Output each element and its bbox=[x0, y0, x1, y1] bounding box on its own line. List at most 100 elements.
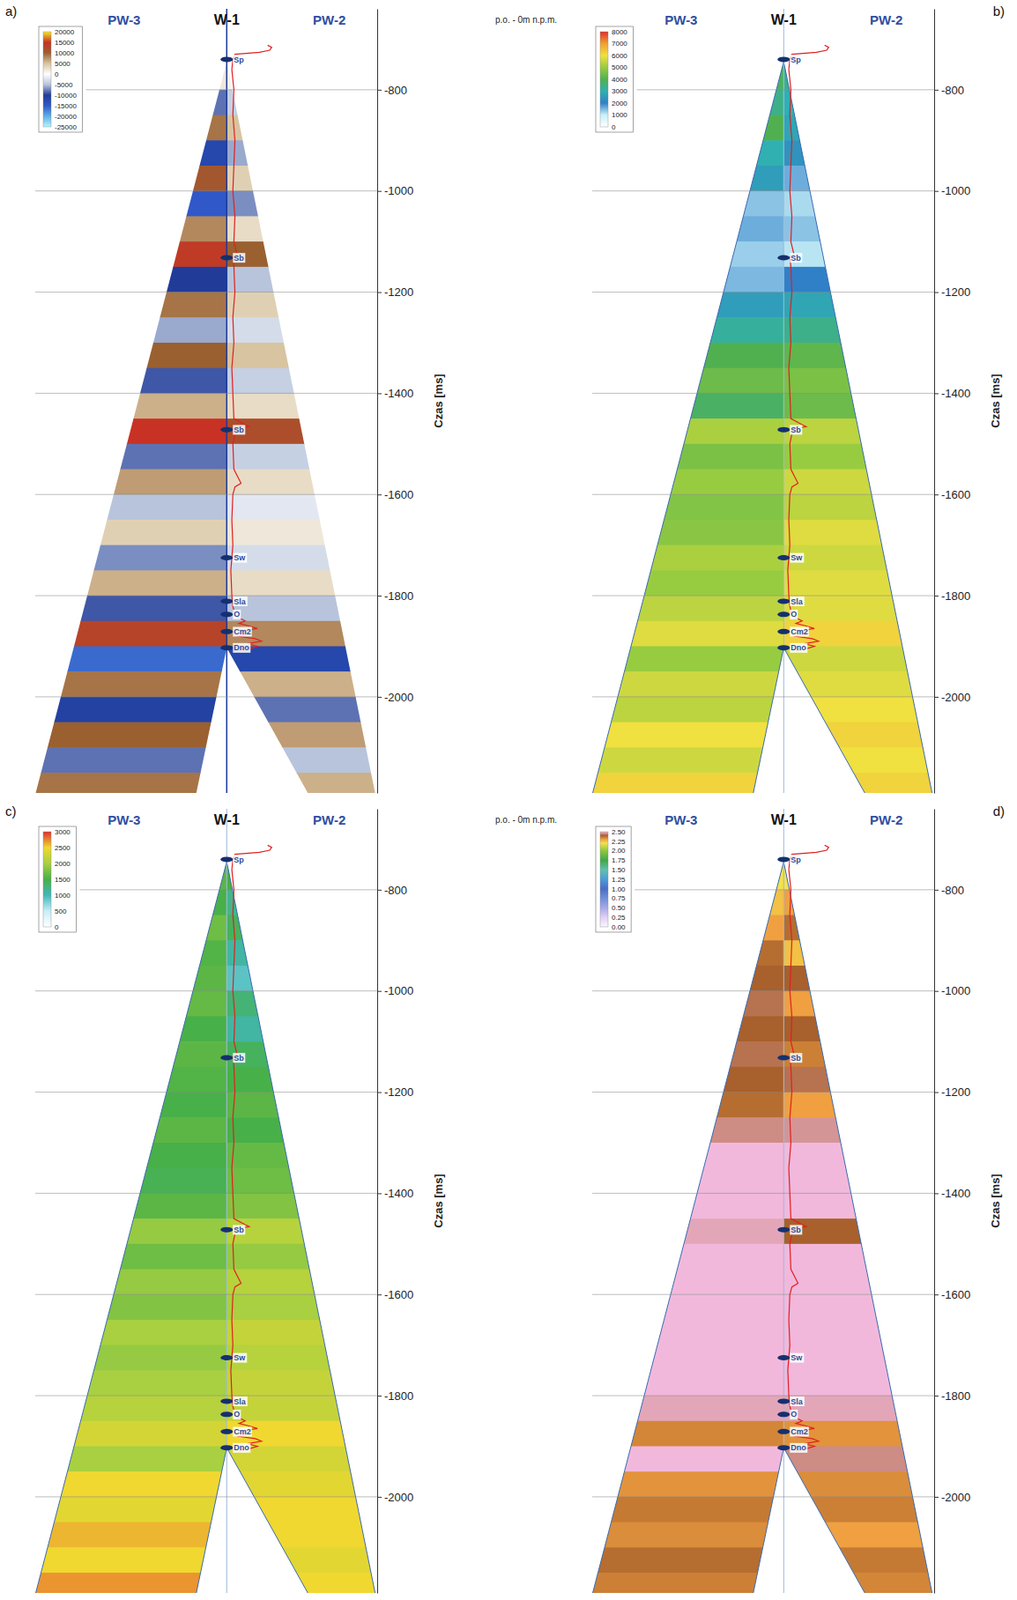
panel: 2.502.252.001.751.501.251.000.750.500.25… bbox=[592, 803, 1005, 1599]
y-tick-label: -800 bbox=[941, 83, 965, 97]
cell-left bbox=[35, 444, 227, 470]
y-tick: -1400 bbox=[934, 386, 971, 401]
horizon-label: Cm2 bbox=[233, 627, 252, 637]
horizon-marker bbox=[777, 1445, 790, 1451]
grid-line bbox=[634, 889, 935, 891]
horizon-label-group: Sp bbox=[789, 54, 802, 65]
colorbar-label: 2000 bbox=[54, 860, 71, 869]
well-name: W-1 bbox=[214, 812, 240, 828]
y-axis-line bbox=[934, 9, 936, 795]
horizon-label-group: Cm2 bbox=[789, 1426, 810, 1437]
y-tick-mark bbox=[934, 991, 939, 993]
cell-left bbox=[35, 342, 227, 369]
horizon-label: Sw bbox=[790, 1353, 803, 1363]
curve-area bbox=[220, 845, 272, 1452]
horizon-marker bbox=[777, 255, 790, 261]
y-tick: -1800 bbox=[377, 1389, 414, 1404]
cell-left bbox=[592, 1446, 784, 1472]
colorbar-label: -20000 bbox=[54, 112, 77, 121]
horizon-marker bbox=[777, 856, 790, 862]
colorbar-label: 4000 bbox=[611, 75, 628, 84]
coverage-outline bbox=[35, 861, 376, 1594]
colorbar-strip bbox=[43, 831, 52, 928]
cell-right bbox=[783, 393, 935, 419]
curve-area bbox=[777, 44, 829, 652]
horizon-label-group: Cm2 bbox=[789, 626, 810, 637]
horizon-label-patch bbox=[232, 1224, 245, 1235]
plot-area bbox=[592, 8, 935, 794]
cell-left bbox=[35, 1067, 227, 1093]
cell-right bbox=[226, 1092, 378, 1119]
y-tick-label: -1000 bbox=[941, 184, 971, 198]
cell-left bbox=[35, 1497, 227, 1523]
cell-left bbox=[35, 1016, 227, 1042]
horizon-label: Sla bbox=[233, 1397, 247, 1407]
cell-left bbox=[35, 1547, 227, 1574]
cell-right bbox=[783, 1547, 935, 1574]
cell-left bbox=[592, 368, 784, 394]
y-tick: -1600 bbox=[377, 488, 414, 502]
cell-right bbox=[226, 115, 378, 142]
horizon-label: Sla bbox=[233, 597, 247, 607]
y-tick-mark bbox=[934, 1395, 939, 1397]
grid-line bbox=[35, 1395, 378, 1397]
y-axis: -2000-1800-1600-1400-1200-1000-800 bbox=[934, 9, 971, 795]
cell-right bbox=[226, 241, 378, 268]
y-tick-mark bbox=[934, 1193, 939, 1195]
cell-right bbox=[783, 215, 935, 242]
y-tick: -1400 bbox=[934, 1187, 971, 1201]
grid-line bbox=[35, 1193, 378, 1195]
y-tick-mark bbox=[934, 595, 939, 597]
cell-right bbox=[226, 89, 378, 116]
curve-area bbox=[220, 44, 272, 652]
cell-right bbox=[783, 368, 935, 394]
cell-right bbox=[226, 342, 378, 369]
colorbar: 2.502.252.001.751.501.251.000.750.500.25… bbox=[595, 826, 631, 933]
colorbar-label: 1.00 bbox=[611, 885, 626, 894]
colorbar-label: 3000 bbox=[611, 87, 628, 96]
colorbar-label: 2.25 bbox=[611, 838, 626, 847]
well-line bbox=[783, 8, 785, 794]
cell-left bbox=[35, 1193, 227, 1219]
well-name: PW-3 bbox=[664, 12, 698, 28]
horizon-marker bbox=[777, 629, 790, 635]
y-axis-title: Czas [ms] bbox=[988, 373, 1003, 428]
grid-line bbox=[35, 494, 378, 496]
y-tick-label: -1200 bbox=[384, 1085, 414, 1099]
cell-right bbox=[226, 772, 378, 794]
cell-right bbox=[783, 64, 935, 90]
cell-right bbox=[226, 1547, 378, 1574]
y-tick-mark bbox=[377, 1294, 382, 1296]
cell-left bbox=[35, 1244, 227, 1270]
horizon-marker bbox=[220, 255, 233, 261]
cell-right bbox=[226, 545, 378, 572]
cell-right bbox=[226, 1345, 378, 1372]
horizon-label: O bbox=[233, 609, 240, 619]
plot-area bbox=[35, 809, 378, 1594]
horizon-label-group: Sla bbox=[232, 596, 248, 607]
y-tick-mark bbox=[377, 1497, 382, 1499]
cell-left bbox=[592, 1294, 784, 1321]
cells bbox=[35, 64, 378, 794]
colorbar-label: 1.50 bbox=[611, 866, 626, 875]
cell-left bbox=[35, 368, 227, 394]
cell-left bbox=[592, 1421, 784, 1448]
y-tick-label: -1200 bbox=[941, 1085, 971, 1099]
cell-right bbox=[226, 1320, 378, 1346]
cell-left bbox=[35, 393, 227, 419]
cell-right bbox=[783, 494, 935, 520]
horizon-label-group: Sw bbox=[789, 553, 804, 564]
horizon-label-patch bbox=[789, 54, 802, 65]
cell-right bbox=[783, 1193, 935, 1219]
horizon-label-group: Dno bbox=[789, 1443, 808, 1454]
y-axis-line bbox=[934, 809, 936, 1595]
colorbar-label: 5000 bbox=[54, 59, 71, 68]
cell-right bbox=[783, 1143, 935, 1169]
cell-left bbox=[592, 494, 784, 520]
cell-right bbox=[783, 1117, 935, 1144]
cell-left bbox=[592, 1370, 784, 1396]
cell-right bbox=[226, 1497, 378, 1523]
cell-left bbox=[35, 747, 227, 773]
grid-line bbox=[592, 990, 935, 992]
horizon-label-group: Sb bbox=[232, 1053, 245, 1063]
